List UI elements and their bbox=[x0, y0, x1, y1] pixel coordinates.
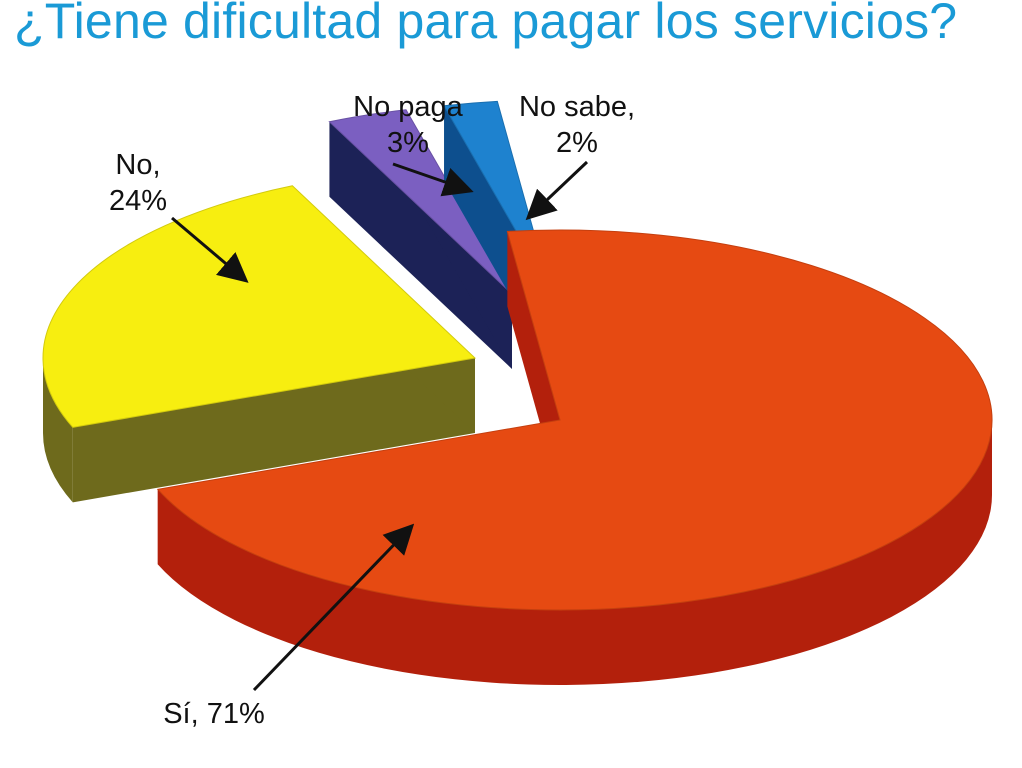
pie-slice-si bbox=[156, 229, 993, 685]
slice-label-no-paga: No paga 3% bbox=[353, 91, 464, 159]
slice-arrow-si bbox=[252, 523, 415, 692]
slice-label-no-paga-line: No paga bbox=[353, 91, 464, 123]
slice-label-no-paga-line: 3% bbox=[387, 127, 429, 159]
slice-arrow-no bbox=[171, 216, 249, 283]
pie-slice-si-side bbox=[157, 420, 993, 685]
slice-label-si: Sí, 71% bbox=[163, 698, 265, 730]
pie-slice-no bbox=[42, 185, 477, 503]
chart-title: ¿Tiene dificultad para pagar los servici… bbox=[14, 0, 958, 49]
pie-slice-no-top bbox=[42, 185, 477, 428]
slice-label-no-line: 24% bbox=[109, 185, 167, 217]
pie-slice-si-top bbox=[156, 229, 993, 611]
slice-label-no: No, 24% bbox=[109, 149, 167, 217]
slice-arrow-no-paga bbox=[392, 162, 474, 197]
slice-label-no-sabe-line: 2% bbox=[556, 127, 598, 159]
pie-slice-no-paga-top bbox=[328, 109, 513, 295]
slice-label-no-sabe-line: No sabe, bbox=[519, 91, 635, 123]
slice-label-no-line: No, bbox=[115, 149, 160, 181]
slice-label-si-line: Sí, 71% bbox=[163, 698, 265, 730]
pie-slice-no-cut-face bbox=[72, 358, 476, 503]
slice-arrow-no-sabe bbox=[525, 160, 589, 221]
slice-label-no-sabe: No sabe, 2% bbox=[519, 91, 635, 159]
pie-slice-no-paga-cut-face bbox=[329, 121, 512, 370]
pie-slice-no-paga bbox=[328, 109, 513, 370]
